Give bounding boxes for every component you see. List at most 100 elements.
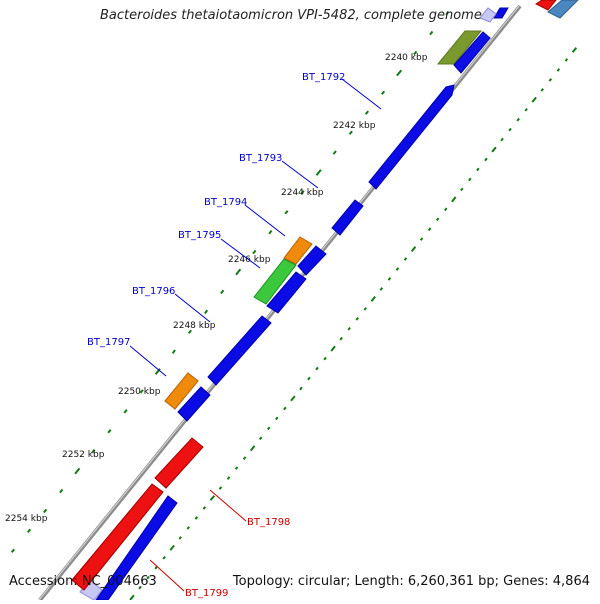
gene-label-bt-1796[interactable]: BT_1796 <box>132 286 175 297</box>
inner-tick-track-tick <box>250 445 256 452</box>
inner-tick-track-tick <box>403 257 408 261</box>
outer-tick-track-tick <box>123 409 128 414</box>
gene-feature-top-small-blue[interactable] <box>493 7 509 19</box>
gene-arrow-bt-1797[interactable] <box>177 386 211 422</box>
gene-label-bt-1797[interactable]: BT_1797 <box>87 337 130 348</box>
scale-label-2240: 2240 kbp <box>385 53 428 63</box>
gene-arrow-bt-1796-b[interactable] <box>207 315 272 386</box>
inner-tick-track-tick <box>500 137 504 142</box>
gene-label-bt-1795[interactable]: BT_1795 <box>178 230 221 241</box>
inner-tick-track-tick <box>355 316 359 321</box>
gene-feature-bt-1797-orange[interactable] <box>164 372 199 410</box>
outer-tick-track-tick <box>107 429 112 434</box>
leader-line-bt-1798 <box>209 489 247 522</box>
inner-tick-track-tick <box>194 516 199 520</box>
reverse-strand-features <box>71 0 557 591</box>
inner-tick-track-tick <box>379 287 384 291</box>
gene-arrow-bt-1798[interactable] <box>154 437 204 489</box>
outer-tick-track-tick <box>364 110 369 115</box>
inner-tick-track-tick <box>508 127 512 132</box>
inner-tick-track-tick <box>242 456 247 460</box>
gene-label-bt-1799[interactable]: BT_1799 <box>185 588 228 599</box>
outer-tick-track-tick <box>220 289 225 295</box>
inner-tick-track-tick <box>162 555 166 560</box>
forward-strand-features <box>79 0 579 601</box>
outer-tick-track-tick <box>315 169 322 176</box>
leader-line-bt-1793 <box>281 160 319 189</box>
leader-line-bt-1794 <box>244 204 286 237</box>
outer-tick-track-tick <box>268 229 273 235</box>
gene-feature-bt-1795-orange[interactable] <box>283 236 313 265</box>
inner-tick-track-tick <box>564 58 569 62</box>
inner-tick-track-tick <box>283 406 287 411</box>
scale-label-2248: 2248 kbp <box>173 321 216 331</box>
inner-tick-track-tick <box>226 476 231 480</box>
outer-tick-track-tick <box>154 368 161 375</box>
gene-arrow-bt-1793[interactable] <box>331 199 364 236</box>
inner-tick-track-tick <box>275 416 279 421</box>
inner-tick-track-tick <box>516 117 520 122</box>
outer-tick-track-tick <box>10 548 15 553</box>
inner-tick-track-tick <box>129 594 135 601</box>
gene-label-bt-1793[interactable]: BT_1793 <box>239 153 282 164</box>
outer-tick-track-tick <box>171 349 176 354</box>
inner-tick-track-tick <box>267 426 271 431</box>
gene-label-bt-1794[interactable]: BT_1794 <box>204 197 247 208</box>
inner-tick-track-tick <box>460 187 464 192</box>
scale-labels: 2240 kbp 2242 kbp 2244 kbp 2246 kbp 2248… <box>5 53 428 524</box>
inner-tick-track-tick <box>387 277 392 281</box>
outer-tick-track-tick <box>284 210 289 215</box>
outer-tick-track-tick <box>300 190 305 195</box>
gene-label-bt-1792[interactable]: BT_1792 <box>302 72 345 83</box>
gene-arrow-bt-1792[interactable] <box>368 84 455 190</box>
inner-tick-track-tick <box>299 386 303 391</box>
inner-tick-track-tick <box>315 366 319 371</box>
gene-arrow-bt-1799[interactable] <box>71 483 164 591</box>
scale-label-2244: 2244 kbp <box>281 188 324 198</box>
inner-tick-track-tick <box>419 237 424 241</box>
inner-tick-track-tick <box>571 47 578 53</box>
inner-tick-track-tick <box>138 585 142 590</box>
inner-tick-track-tick <box>330 345 336 352</box>
inner-tick-track-tick <box>427 227 432 232</box>
gene-feature-bt-1795-green[interactable] <box>253 258 297 305</box>
outer-tick-track-tick <box>139 389 144 394</box>
outer-tick-track-tick <box>187 329 192 334</box>
outer-tick-track-tick <box>429 30 434 36</box>
inner-tick-track-tick <box>556 68 561 72</box>
inner-tick-track-tick <box>258 436 263 441</box>
gene-arrow-bt-1796-a[interactable] <box>266 271 307 314</box>
inner-tick-track-tick <box>202 506 207 510</box>
leader-line-bt-1799 <box>149 559 185 592</box>
gene-feature-top-blue[interactable] <box>453 31 491 74</box>
inner-tick-track-tick <box>540 88 544 92</box>
inner-tick-track-tick <box>218 486 223 490</box>
inner-tick-track-tick <box>468 177 472 182</box>
gene-label-bt-1798[interactable]: BT_1798 <box>247 517 290 528</box>
outer-tick-track-tick <box>396 69 403 77</box>
gene-feature-top-red[interactable] <box>535 0 557 11</box>
inner-tick-track-tick <box>186 526 190 530</box>
leader-line-bt-1795 <box>220 238 261 269</box>
scale-label-2250: 2250 kbp <box>118 387 161 397</box>
inner-tick-track-tick <box>435 217 440 222</box>
inner-tick-track-tick <box>531 96 537 103</box>
inner-tick-track-tick <box>451 196 457 203</box>
outer-tick-track-tick <box>413 50 418 56</box>
gene-feature-olive[interactable] <box>436 30 483 65</box>
gene-feature-steel[interactable] <box>547 0 579 19</box>
map-title: Bacteroides thetaiotaomicron VPI-5482, c… <box>100 8 482 23</box>
outer-tick-track-tick <box>43 508 48 514</box>
inner-tick-track-tick <box>484 157 488 162</box>
inner-tick-track-tick <box>410 246 417 253</box>
leader-line-bt-1796 <box>174 293 211 323</box>
gene-arrow-bt-1794[interactable] <box>297 245 327 276</box>
inner-tick-track-tick <box>491 146 497 153</box>
inner-tick-track-tick <box>307 376 311 381</box>
inner-tick-track-tick <box>169 544 175 551</box>
inner-tick-track-tick <box>323 356 327 361</box>
inner-tick-track-tick <box>154 565 158 570</box>
gene-feature-lavender-top[interactable] <box>479 7 497 23</box>
